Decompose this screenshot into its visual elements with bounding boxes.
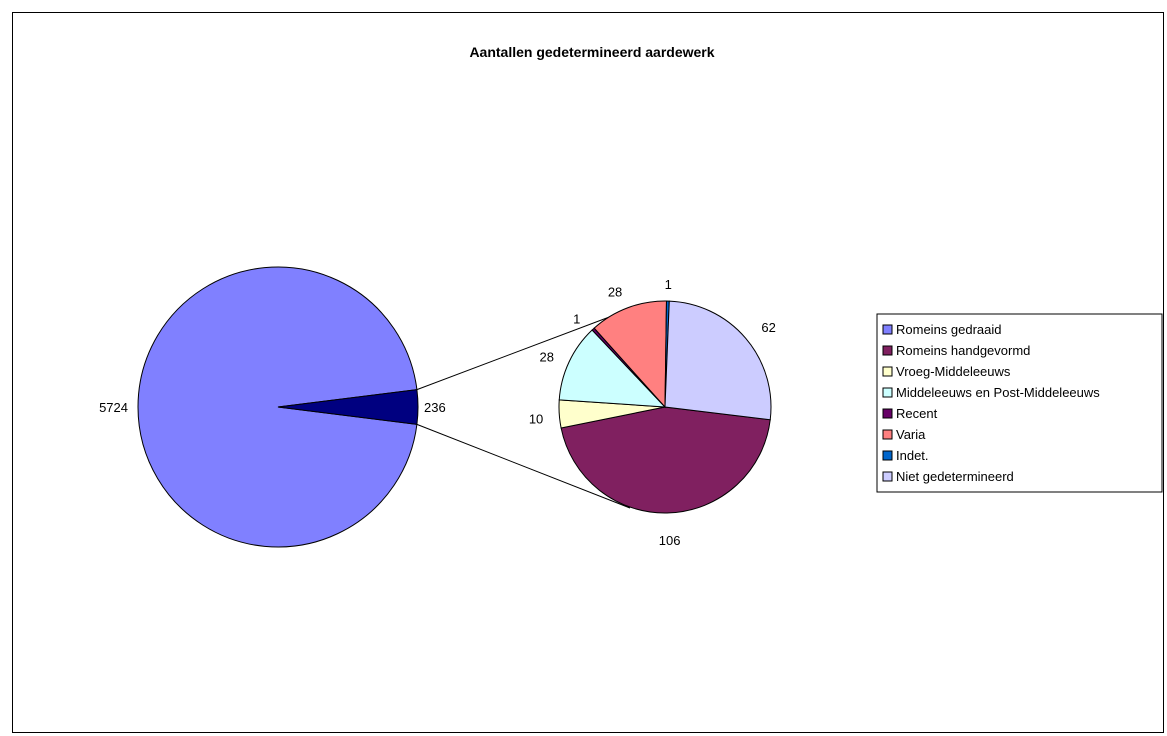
secondary-pie-slice-niet-gedetermineerd	[664, 300, 772, 421]
data-label-indet: 1	[665, 277, 672, 292]
legend-swatch-vroeg-middeleeuws	[882, 366, 893, 377]
secondary-pie	[558, 300, 772, 514]
legend-swatch-varia	[882, 429, 893, 440]
legend-label-niet-gedetermineerd: Niet gedetermineerd	[896, 469, 1014, 484]
legend: Romeins gedraaid Romeins handgevormd Vroeg…	[876, 313, 1163, 493]
data-label-varia: 28	[608, 284, 622, 299]
legend-label-indet: Indet.	[896, 448, 929, 463]
legend-label-romeins-gedraaid: Romeins gedraaid	[896, 322, 1002, 337]
legend-box	[876, 313, 1163, 493]
main-pie-slice-236	[277, 389, 419, 425]
legend-label-varia: Varia	[896, 427, 926, 442]
data-label-niet-gedetermineerd: 62	[761, 320, 775, 335]
data-label-main-236: 236	[424, 400, 446, 415]
connector-line-top	[416, 315, 613, 391]
legend-label-vroeg-middeleeuws: Vroeg-Middeleeuws	[896, 364, 1011, 379]
secondary-pie-slice-middeleeuws-en-post-middeleeuws	[558, 329, 667, 408]
connector-lines	[416, 315, 631, 509]
legend-swatch-middeleeuws-en-post-middeleeuws	[882, 387, 893, 398]
legend-swatch-romeins-gedraaid	[882, 324, 893, 335]
legend-label-recent: Recent	[896, 406, 938, 421]
legend-label-romeins-handgevormd: Romeins handgevormd	[896, 343, 1030, 358]
data-label-vroeg-middeleeuws: 10	[529, 412, 543, 427]
connector-line-bottom	[416, 423, 631, 509]
data-label-romeins-handgevormd: 106	[659, 533, 681, 548]
legend-swatch-niet-gedetermineerd	[882, 471, 893, 482]
legend-swatch-recent	[882, 408, 893, 419]
data-label-recent: 1	[573, 312, 580, 327]
legend-label-middeleeuws-en-post-middeleeuws: Middeleeuws en Post-Middeleeuws	[896, 385, 1100, 400]
main-pie	[137, 266, 419, 548]
data-label-main-5724: 5724	[99, 400, 128, 415]
main-pie-slice-5724	[137, 266, 418, 548]
secondary-pie-slice-varia	[593, 300, 667, 409]
legend-swatch-indet	[882, 450, 893, 461]
data-labels: 5724 236 106 10 28 1 28 1 62	[99, 277, 776, 548]
data-label-middeleeuws-en-post-middeleeuws: 28	[540, 350, 554, 365]
chart-title: Aantallen gedetermineerd aardewerk	[469, 44, 714, 60]
secondary-pie-slice-romeins-handgevormd	[560, 406, 771, 514]
legend-swatch-romeins-handgevormd	[882, 345, 893, 356]
